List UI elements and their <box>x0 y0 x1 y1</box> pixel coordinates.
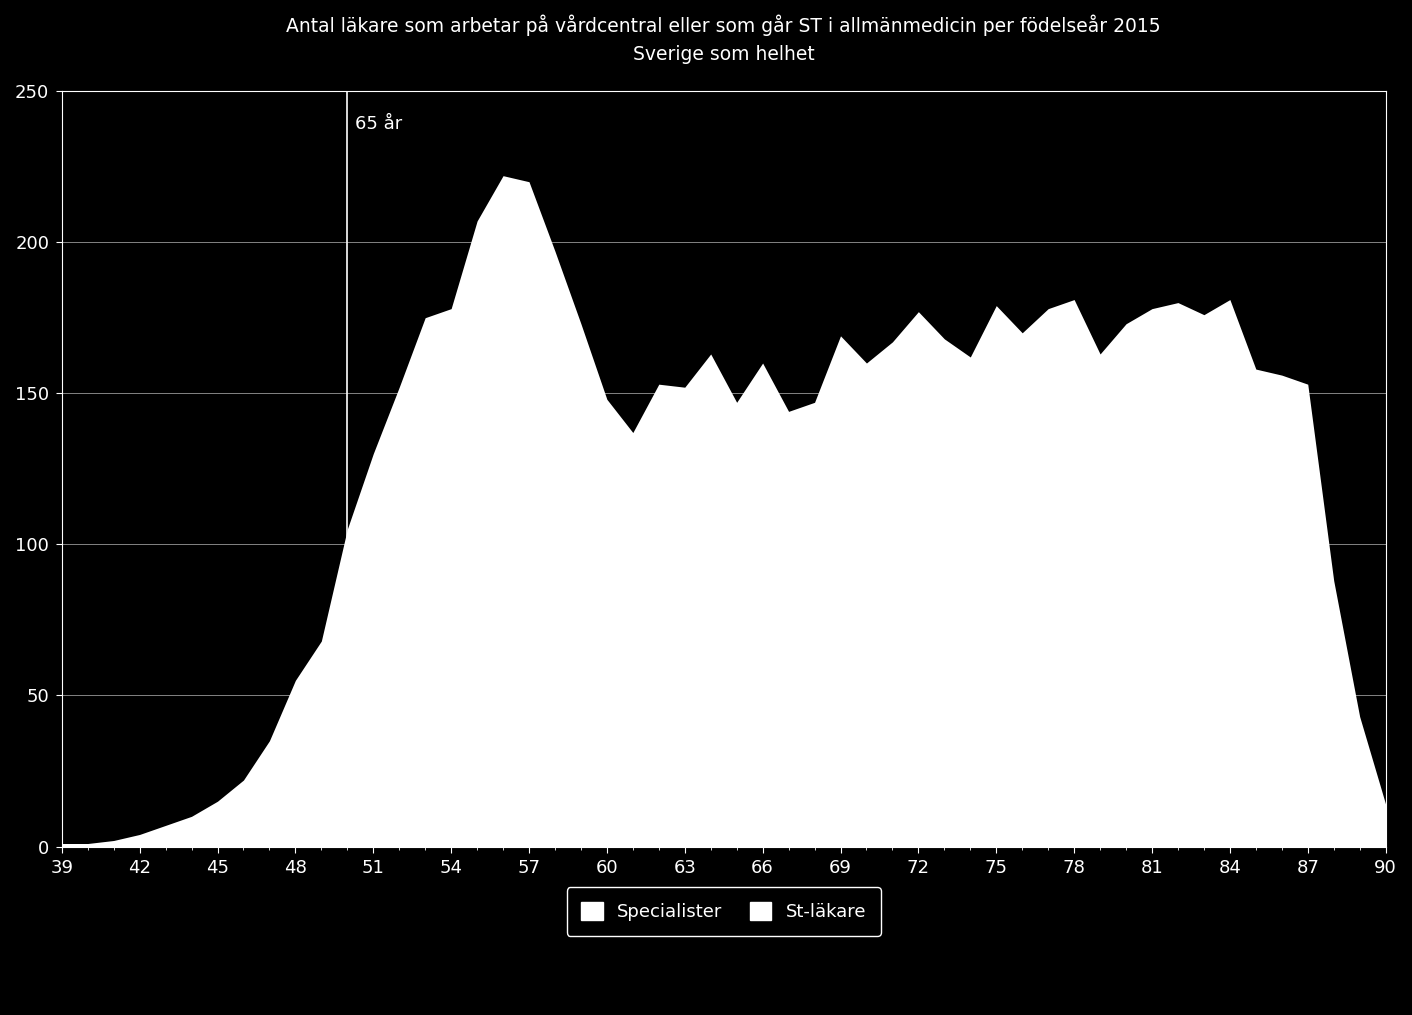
Title: Antal läkare som arbetar på vårdcentral eller som går ST i allmänmedicin per föd: Antal läkare som arbetar på vårdcentral … <box>287 15 1161 65</box>
Legend: Specialister, St-läkare: Specialister, St-läkare <box>566 887 881 936</box>
Text: 65 år: 65 år <box>354 116 402 133</box>
